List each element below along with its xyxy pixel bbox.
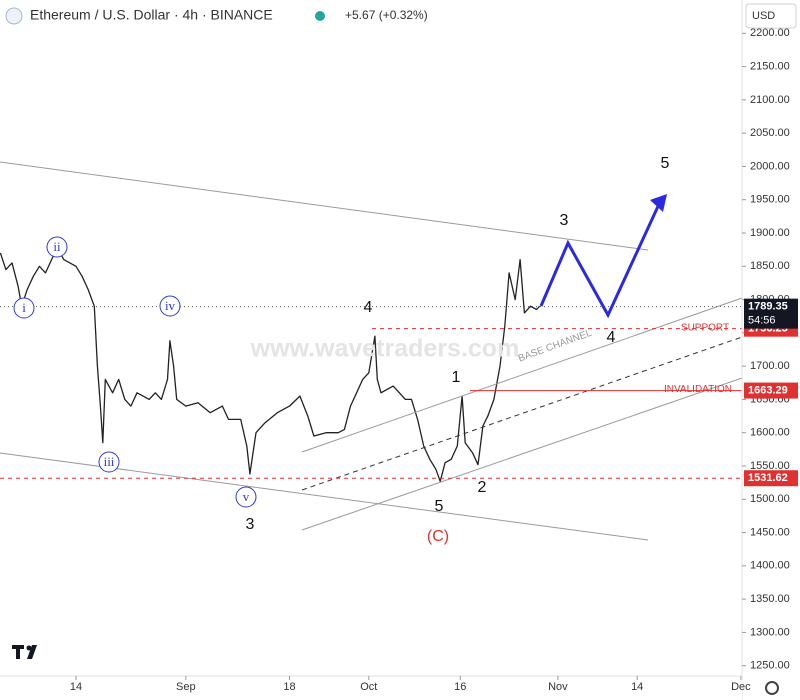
symbol-icon bbox=[5, 7, 23, 25]
y-tick-label: 1350.00 bbox=[750, 593, 790, 605]
wave-label: v bbox=[243, 489, 250, 504]
wave-circle bbox=[13, 297, 35, 319]
wave-label: 4 bbox=[607, 329, 616, 346]
y-tick-label: 2000.00 bbox=[750, 160, 790, 172]
time-axis bbox=[0, 676, 742, 700]
y-tick-label: 2150.00 bbox=[750, 60, 790, 72]
wave-label: 5 bbox=[435, 498, 444, 515]
y-tick-label: 1450.00 bbox=[750, 526, 790, 538]
level-price: 1663.29 bbox=[748, 384, 788, 396]
level-label: SUPPORT bbox=[681, 322, 729, 333]
x-tick-label: Oct bbox=[360, 681, 377, 693]
wave-labels: i ii iii iv v 3 4 5 1 2 (C) 3 4 5 bbox=[13, 155, 670, 545]
wave-label: i bbox=[22, 300, 26, 315]
watermark: www.wavetraders.com bbox=[250, 335, 520, 363]
wave-label: iii bbox=[104, 454, 115, 469]
wave-label: 3 bbox=[560, 212, 569, 229]
level-price-box bbox=[744, 382, 798, 399]
channel-midline bbox=[301, 336, 743, 491]
last-price: 1789.35 bbox=[748, 301, 788, 313]
x-tick-label: 18 bbox=[283, 681, 295, 693]
y-tick-label: 2050.00 bbox=[750, 127, 790, 139]
wave-circle bbox=[235, 486, 257, 508]
settings-button[interactable] bbox=[765, 681, 779, 695]
y-tick-label: 1400.00 bbox=[750, 560, 790, 572]
x-tick-label: 16 bbox=[454, 681, 466, 693]
currency-button[interactable] bbox=[745, 3, 797, 29]
logo-part bbox=[16, 645, 20, 659]
projection bbox=[539, 201, 662, 319]
countdown: 54:56 bbox=[748, 315, 776, 327]
wave-label: 4 bbox=[364, 299, 373, 316]
axes: 1250.00 1300.00 1350.00 1400.00 1450.00 1500.… bbox=[70, 27, 798, 693]
price-change: +5.67 (+0.32%) bbox=[345, 8, 428, 22]
x-tick-label: 14 bbox=[631, 681, 643, 693]
wave-label: 5 bbox=[661, 155, 670, 172]
y-tick-label: 1500.00 bbox=[750, 493, 790, 505]
overlays: SUPPORT INVALIDATION bbox=[0, 306, 742, 479]
logo-part bbox=[27, 645, 37, 659]
x-tick-label: 14 bbox=[70, 681, 82, 693]
projection-arrow bbox=[650, 194, 667, 212]
currency[interactable]: USD bbox=[752, 10, 775, 22]
y-tick-label: 1250.00 bbox=[750, 660, 790, 672]
last-price-box bbox=[744, 298, 798, 329]
status-dot bbox=[315, 11, 325, 21]
level-label: INVALIDATION bbox=[664, 384, 732, 395]
y-tick-label: 1700.00 bbox=[750, 360, 790, 372]
y-tick-label: 1950.00 bbox=[750, 194, 790, 206]
y-tick-label: 1300.00 bbox=[750, 626, 790, 638]
wave-circle bbox=[159, 295, 181, 317]
y-tick-label: 1600.00 bbox=[750, 427, 790, 439]
wave-label: 2 bbox=[478, 479, 487, 496]
channel-line bbox=[301, 297, 743, 453]
wave-label: 3 bbox=[246, 516, 255, 533]
x-tick-label: Nov bbox=[548, 681, 568, 693]
x-tick-label: Sep bbox=[176, 681, 196, 693]
tv-logo bbox=[12, 645, 37, 659]
level-price-box bbox=[744, 470, 798, 487]
y-tick-label: 1550.00 bbox=[750, 460, 790, 472]
price-axis bbox=[742, 0, 800, 700]
wave-label: iv bbox=[165, 298, 176, 313]
wave-label: (C) bbox=[427, 528, 449, 545]
price-line bbox=[0, 246, 541, 482]
channel-line bbox=[301, 377, 743, 531]
wave-label: 1 bbox=[452, 369, 461, 386]
y-tick-label: 1900.00 bbox=[750, 227, 790, 239]
level-price: 1531.62 bbox=[748, 472, 788, 484]
symbol-title[interactable]: Ethereum / U.S. Dollar · 4h · BINANCE bbox=[30, 7, 273, 23]
channel-line bbox=[0, 161, 649, 251]
x-tick-label: Dec bbox=[731, 681, 751, 693]
wave-circle bbox=[98, 451, 120, 473]
wave-label: ii bbox=[53, 239, 61, 254]
y-tick-label: 1850.00 bbox=[750, 260, 790, 272]
wave-circle bbox=[46, 236, 68, 258]
y-tick-label: 2200.00 bbox=[750, 27, 790, 39]
logo-part bbox=[26, 645, 32, 651]
y-tick-label: 2100.00 bbox=[750, 94, 790, 106]
plot-area bbox=[0, 246, 541, 482]
